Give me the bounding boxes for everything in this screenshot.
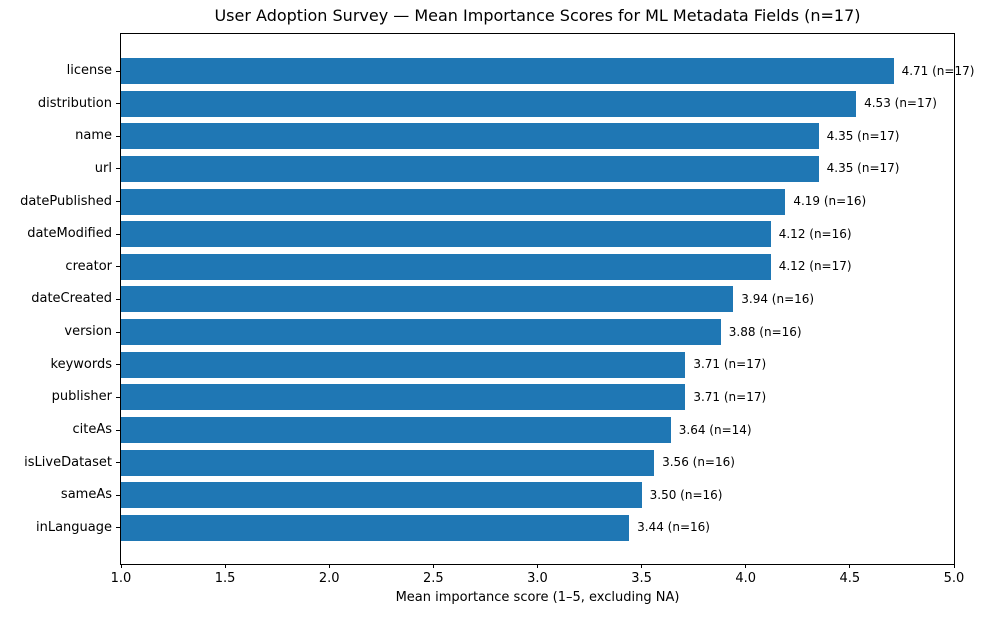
x-tick-label: 1.0	[110, 571, 132, 586]
y-axis-labels: license distribution name url datePublished d…	[0, 34, 112, 564]
x-tick-label: 2.5	[423, 571, 444, 586]
x-tick-label: 4.0	[735, 571, 757, 586]
y-tick	[116, 364, 120, 366]
y-tick-label: inLanguage	[35, 519, 112, 535]
y-tick-label: keywords	[50, 356, 112, 372]
y-tick-label: creator	[65, 258, 112, 274]
x-tick	[224, 564, 226, 568]
x-tick	[120, 564, 122, 568]
bar	[121, 514, 630, 541]
bar-value-label: 3.71 (n=17)	[693, 357, 767, 372]
bar	[121, 449, 655, 476]
y-tick	[116, 494, 120, 496]
bar	[121, 221, 771, 248]
bar	[121, 253, 771, 280]
y-tick	[116, 103, 120, 105]
y-tick-label: publisher	[51, 389, 112, 405]
x-tick	[328, 564, 330, 568]
bar	[121, 90, 857, 117]
y-tick	[116, 527, 120, 529]
y-tick-label: url	[94, 160, 112, 176]
bar-value-label: 4.12 (n=17)	[778, 259, 852, 274]
y-tick	[116, 168, 120, 170]
y-tick	[116, 233, 120, 235]
x-tick	[641, 564, 643, 568]
bar	[121, 188, 786, 215]
y-tick-label: license	[66, 63, 112, 78]
x-axis-ticks: 1.0 1.5 2.0 2.5 3.0 3.5 4.0 4.5 5.0	[111, 564, 964, 598]
y-tick	[116, 396, 120, 398]
bar	[121, 384, 686, 411]
y-tick-label: name	[75, 128, 112, 144]
y-tick-label: citeAs	[72, 422, 112, 438]
bar	[121, 351, 686, 378]
bar-value-label: 4.19 (n=16)	[793, 194, 867, 209]
bar	[121, 155, 819, 182]
y-tick	[116, 298, 120, 300]
y-tick	[116, 331, 120, 333]
y-tick	[116, 201, 120, 203]
x-tick-label: 3.0	[527, 571, 548, 586]
y-tick-label: dateCreated	[31, 291, 112, 307]
y-tick-label: sameAs	[60, 487, 112, 503]
y-tick-label: version	[64, 324, 112, 340]
bar-value-label: 3.50 (n=16)	[649, 487, 723, 502]
bar-value-label: 3.44 (n=16)	[637, 520, 710, 535]
plot-area: 4.71 (n=17) 4.53 (n=17) 4.35 (n=17) 4.35 (n…	[116, 33, 974, 565]
x-tick-label: 1.5	[214, 571, 236, 586]
bar-value-label: 4.35 (n=17)	[826, 161, 900, 176]
y-tick	[116, 70, 120, 72]
bar-value-label: 4.53 (n=17)	[864, 96, 937, 111]
x-tick-label: 4.5	[839, 571, 861, 586]
bar-value-label: 4.12 (n=16)	[778, 226, 852, 241]
y-tick	[116, 135, 120, 137]
y-tick-label: distribution	[37, 95, 112, 111]
bar-value-label: 3.64 (n=14)	[678, 422, 752, 437]
x-axis-label: Mean importance score (1–5, excluding NA…	[395, 590, 680, 605]
bar	[121, 58, 894, 84]
chart-title: User Adoption Survey — Mean Importance S…	[214, 6, 861, 25]
y-tick-label: datePublished	[20, 193, 112, 209]
bar-value-label: 4.35 (n=17)	[826, 128, 900, 143]
bar-value-label: 3.71 (n=17)	[693, 389, 767, 404]
y-tick-label: isLiveDataset	[24, 454, 112, 470]
bar-value-label: 4.71 (n=17)	[901, 63, 975, 78]
bar	[121, 286, 734, 313]
x-tick-label: 5.0	[943, 571, 965, 586]
bar-value-label: 3.56 (n=16)	[662, 455, 735, 470]
bar	[121, 417, 671, 444]
y-tick	[116, 266, 120, 268]
x-tick	[849, 564, 851, 568]
bar	[121, 482, 642, 509]
x-tick	[432, 564, 434, 568]
x-tick	[537, 564, 538, 568]
y-tick	[116, 429, 120, 431]
x-tick	[953, 564, 955, 568]
bar	[121, 319, 721, 346]
x-tick-label: 3.5	[631, 571, 652, 586]
bar-value-label: 3.88 (n=16)	[728, 324, 802, 339]
x-tick	[745, 564, 747, 568]
y-tick	[116, 462, 120, 464]
x-tick-label: 2.0	[318, 571, 340, 586]
bar-value-label: 3.94 (n=16)	[741, 291, 815, 306]
y-tick-label: dateModified	[27, 226, 112, 242]
bar	[121, 123, 819, 150]
